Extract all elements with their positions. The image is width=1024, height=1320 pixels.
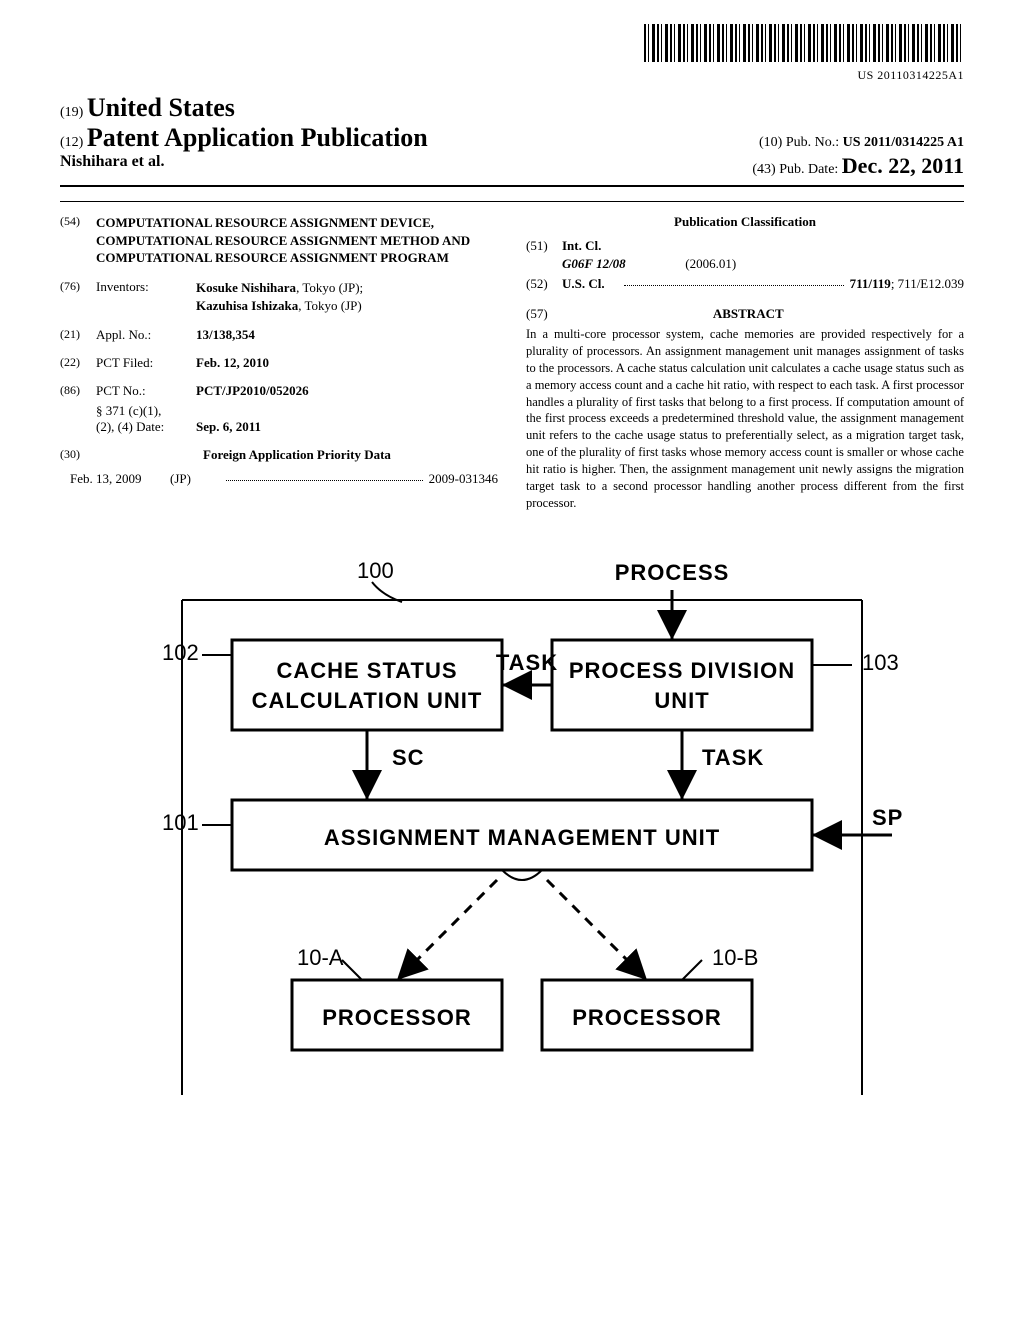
appl-no-bold: 13/138,354	[196, 327, 255, 342]
uscl-dots	[624, 276, 844, 286]
barcode-image	[60, 24, 964, 66]
intcl-code: G06F 12/08	[562, 256, 682, 272]
field-21-label: Appl. No.:	[96, 327, 196, 343]
field-76-label: Inventors:	[96, 279, 196, 315]
box-amu-label: ASSIGNMENT MANAGEMENT UNIT	[324, 825, 720, 850]
label-process: PROCESS	[615, 560, 730, 585]
field-30-num: (30)	[60, 447, 96, 463]
label-task-right: TASK	[702, 745, 764, 770]
appl-no-value: 13/138,354	[196, 327, 498, 343]
box-cache-status	[232, 640, 502, 730]
field-52-label: U.S. Cl.	[562, 276, 618, 292]
figure-diagram: 100 PROCESS CACHE STATUS CALCULATION UNI…	[60, 540, 964, 1100]
field-86-sub-label: § 371 (c)(1), (2), (4) Date:	[96, 403, 196, 435]
header-authors: Nishihara et al.	[60, 153, 164, 179]
country-name: United States	[87, 93, 235, 122]
priority-country: (JP)	[170, 471, 220, 487]
barcode-text: US 20110314225A1	[60, 68, 964, 83]
box-pdiv-l1: PROCESS DIVISION	[569, 658, 795, 683]
invention-title: COMPUTATIONAL RESOURCE ASSIGNMENT DEVICE…	[96, 214, 498, 267]
field-51-num: (51)	[526, 238, 562, 254]
field-22-num: (22)	[60, 355, 96, 371]
pubclass-header: Publication Classification	[526, 214, 964, 230]
doc-type: Patent Application Publication	[87, 123, 428, 152]
pct-no-bold: PCT/JP2010/052026	[196, 383, 309, 398]
inventor-2-name: Kazuhisa Ishizaka	[196, 298, 298, 313]
field-76-num: (76)	[60, 279, 96, 315]
uscl-primary: 711/119	[850, 276, 891, 291]
field-86-sub-value: Sep. 6, 2011	[196, 419, 261, 434]
pubno-value: US 2011/0314225 A1	[843, 135, 964, 150]
bibliographic-columns: (54) COMPUTATIONAL RESOURCE ASSIGNMENT D…	[60, 214, 964, 512]
code-43: (43)	[752, 162, 775, 177]
header-rule-2	[60, 201, 964, 202]
box-cache-l2: CALCULATION UNIT	[252, 688, 483, 713]
right-column: Publication Classification (51) Int. Cl.…	[526, 214, 964, 512]
pubdate-label: Pub. Date:	[779, 162, 838, 177]
ref-101: 101	[162, 810, 199, 835]
field-57-num: (57)	[526, 306, 562, 322]
field-52-num: (52)	[526, 276, 562, 292]
field-21-num: (21)	[60, 327, 96, 343]
priority-header: Foreign Application Priority Data	[96, 447, 498, 463]
pubdate-value: Dec. 22, 2011	[842, 153, 964, 178]
pct-no-value: PCT/JP2010/052026	[196, 383, 498, 399]
header-rule-1	[60, 185, 964, 187]
field-86-label: PCT No.:	[96, 383, 196, 399]
field-51-label: Int. Cl.	[562, 238, 601, 254]
code-19: (19)	[60, 105, 83, 120]
box-process-division	[552, 640, 812, 730]
abstract-header: ABSTRACT	[565, 306, 931, 322]
box-processor-b-label: PROCESSOR	[572, 1005, 722, 1030]
ref-100: 100	[357, 558, 394, 583]
pct-filed-bold: Feb. 12, 2010	[196, 355, 269, 370]
priority-dots	[226, 471, 423, 481]
pct-filed-value: Feb. 12, 2010	[196, 355, 498, 371]
priority-date: Feb. 13, 2009	[60, 471, 170, 487]
intcl-date: (2006.01)	[685, 256, 736, 271]
inventor-1-rest: , Tokyo (JP);	[296, 280, 363, 295]
publication-header: (19) United States (12) Patent Applicati…	[60, 93, 964, 179]
ref-103: 103	[862, 650, 899, 675]
inventor-2-rest: , Tokyo (JP)	[298, 298, 362, 313]
priority-number: 2009-031346	[429, 471, 498, 487]
box-cache-l1: CACHE STATUS	[276, 658, 457, 683]
inventors-value: Kosuke Nishihara, Tokyo (JP); Kazuhisa I…	[196, 279, 498, 315]
field-86-num: (86)	[60, 383, 96, 399]
uscl-secondary: ; 711/E12.039	[891, 276, 964, 291]
abstract-text: In a multi-core processor system, cache …	[526, 326, 964, 512]
label-task-left: TASK	[496, 650, 558, 675]
field-22-label: PCT Filed:	[96, 355, 196, 371]
ref-10b: 10-B	[712, 945, 758, 970]
priority-row: Feb. 13, 2009 (JP) 2009-031346	[60, 471, 498, 487]
code-12: (12)	[60, 135, 83, 150]
label-sp: SP	[872, 805, 903, 830]
box-processor-a-label: PROCESSOR	[322, 1005, 472, 1030]
field-54-num: (54)	[60, 214, 96, 267]
ref-102: 102	[162, 640, 199, 665]
box-pdiv-l2: UNIT	[654, 688, 709, 713]
left-column: (54) COMPUTATIONAL RESOURCE ASSIGNMENT D…	[60, 214, 498, 512]
ref-10a: 10-A	[297, 945, 344, 970]
inventor-1-name: Kosuke Nishihara	[196, 280, 296, 295]
pubno-label: Pub. No.:	[786, 135, 839, 150]
code-10: (10)	[759, 135, 782, 150]
label-sc: SC	[392, 745, 425, 770]
